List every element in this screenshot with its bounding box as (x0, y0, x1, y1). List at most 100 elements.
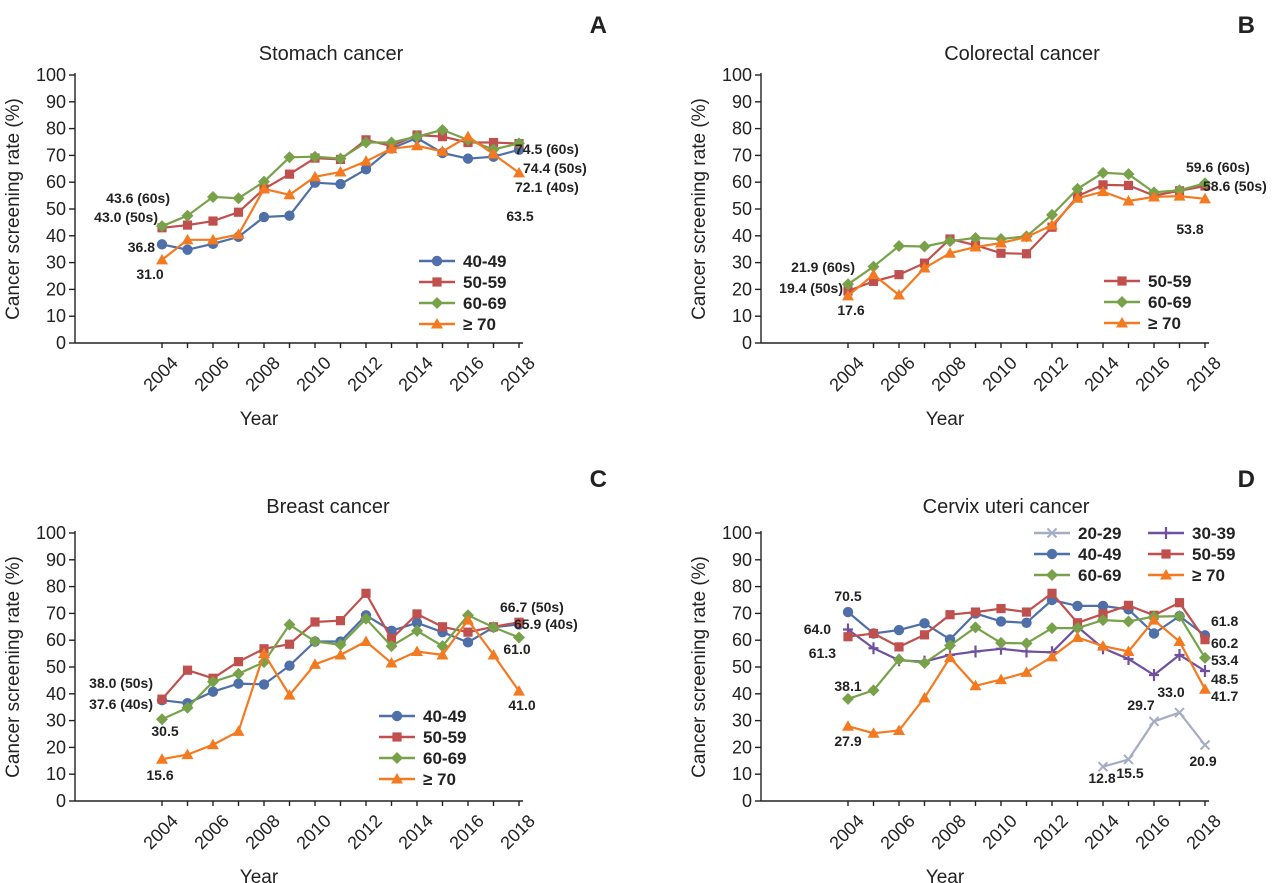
data-label: 70.5 (834, 588, 861, 604)
data-point (868, 642, 879, 655)
y-tick-label: 30 (732, 711, 752, 731)
data-label: 27.9 (834, 733, 861, 749)
x-axis-title: Year (926, 409, 965, 430)
x-tick-label: 2018 (496, 353, 538, 395)
legend-swatch-marker (392, 732, 402, 742)
data-point (1047, 588, 1057, 598)
data-point (309, 658, 321, 669)
y-tick-label: 10 (732, 306, 752, 326)
data-point (232, 192, 245, 205)
data-point (1199, 739, 1211, 751)
data-point (157, 694, 167, 704)
data-point (995, 636, 1007, 649)
data-point (893, 653, 905, 666)
x-tick-label: 2012 (343, 353, 385, 395)
data-point (1046, 219, 1058, 230)
data-point (918, 240, 931, 253)
legend-swatch-marker (431, 255, 443, 267)
data-point (436, 123, 449, 136)
data-point (868, 628, 879, 639)
data-point (232, 725, 245, 736)
data-point (1072, 600, 1083, 612)
x-tick-label: 2014 (394, 811, 436, 853)
data-point (156, 253, 168, 265)
data-point (1123, 180, 1134, 191)
data-point (513, 137, 525, 150)
data-point (283, 618, 296, 631)
data-point (842, 278, 854, 291)
y-tick-label: 30 (46, 253, 66, 273)
data-point (1071, 631, 1084, 643)
data-point (463, 627, 473, 637)
data-point (258, 175, 270, 188)
data-point (919, 618, 930, 629)
x-tick-label: 2010 (978, 811, 1020, 853)
data-point (513, 166, 525, 178)
data-point (411, 617, 423, 628)
y-tick-label: 40 (46, 684, 66, 704)
data-point (233, 657, 244, 667)
data-point (462, 637, 474, 648)
y-tick-label: 90 (732, 550, 752, 570)
data-point (232, 228, 245, 239)
data-point (1200, 635, 1210, 645)
legend-label: 40-49 (463, 252, 506, 271)
data-point (462, 153, 474, 164)
legend-swatch-marker (431, 318, 443, 329)
data-point (995, 616, 1007, 627)
y-tick-label: 90 (46, 92, 66, 112)
data-point (995, 673, 1007, 685)
legend-swatch-marker (1116, 317, 1128, 328)
y-axis-title: Cancer screening rate (%) (689, 98, 710, 320)
legend: 40-49 50-59 60-69 ≥ 70 (419, 252, 506, 334)
data-label: 61.3 (809, 645, 836, 661)
data-point (258, 679, 270, 690)
data-point (1021, 607, 1032, 617)
legend-label: 50-59 (463, 273, 506, 292)
data-point (1148, 190, 1160, 202)
data-point (207, 233, 219, 245)
y-tick-label: 60 (732, 172, 752, 192)
data-label: 64.0 (804, 621, 831, 637)
data-point (1199, 651, 1211, 664)
data-point (411, 130, 423, 143)
data-point (893, 724, 905, 736)
y-axis-title: Cancer screening rate (%) (689, 556, 710, 778)
data-point (893, 239, 905, 252)
data-point (514, 617, 524, 627)
series-6 (842, 614, 1211, 738)
data-point (867, 684, 880, 697)
x-tick-label: 2004 (139, 353, 181, 395)
legend-item: 40-49 (379, 707, 466, 726)
data-point (1199, 683, 1211, 694)
chart-panel-c: C Breast cancer 0 10 20 30 40 50 60 70 80 90 100 2004… (3, 466, 607, 883)
data-point (969, 679, 982, 691)
data-point (487, 621, 500, 634)
data-point (487, 648, 500, 660)
data-label: 43.6 (60s) (106, 190, 170, 206)
data-point (335, 616, 346, 626)
data-point (918, 691, 931, 703)
data-label: 19.4 (50s) (779, 280, 843, 296)
data-point (1098, 609, 1108, 619)
legend-item: 50-59 (379, 728, 466, 747)
legend-item: ≥ 70 (419, 315, 496, 334)
legend-swatch-marker (1046, 548, 1058, 560)
data-point (334, 166, 347, 177)
data-point (207, 686, 219, 697)
data-label: 38.0 (50s) (89, 675, 153, 691)
data-label: 60.2 (1211, 635, 1238, 651)
y-tick-label: 0 (742, 791, 752, 811)
y-tick-label: 60 (732, 630, 752, 650)
data-point (258, 211, 270, 223)
x-tick-label: 2014 (1080, 353, 1122, 395)
data-point (1098, 180, 1108, 190)
x-tick-label: 2012 (343, 811, 385, 853)
chart-title: Stomach cancer (259, 43, 404, 65)
y-tick-label: 50 (732, 657, 752, 677)
series-1 (1097, 707, 1211, 772)
data-point (1097, 600, 1109, 612)
legend-swatch-marker (1161, 527, 1171, 539)
panel-letter: C (590, 466, 607, 493)
data-point (1071, 192, 1084, 203)
